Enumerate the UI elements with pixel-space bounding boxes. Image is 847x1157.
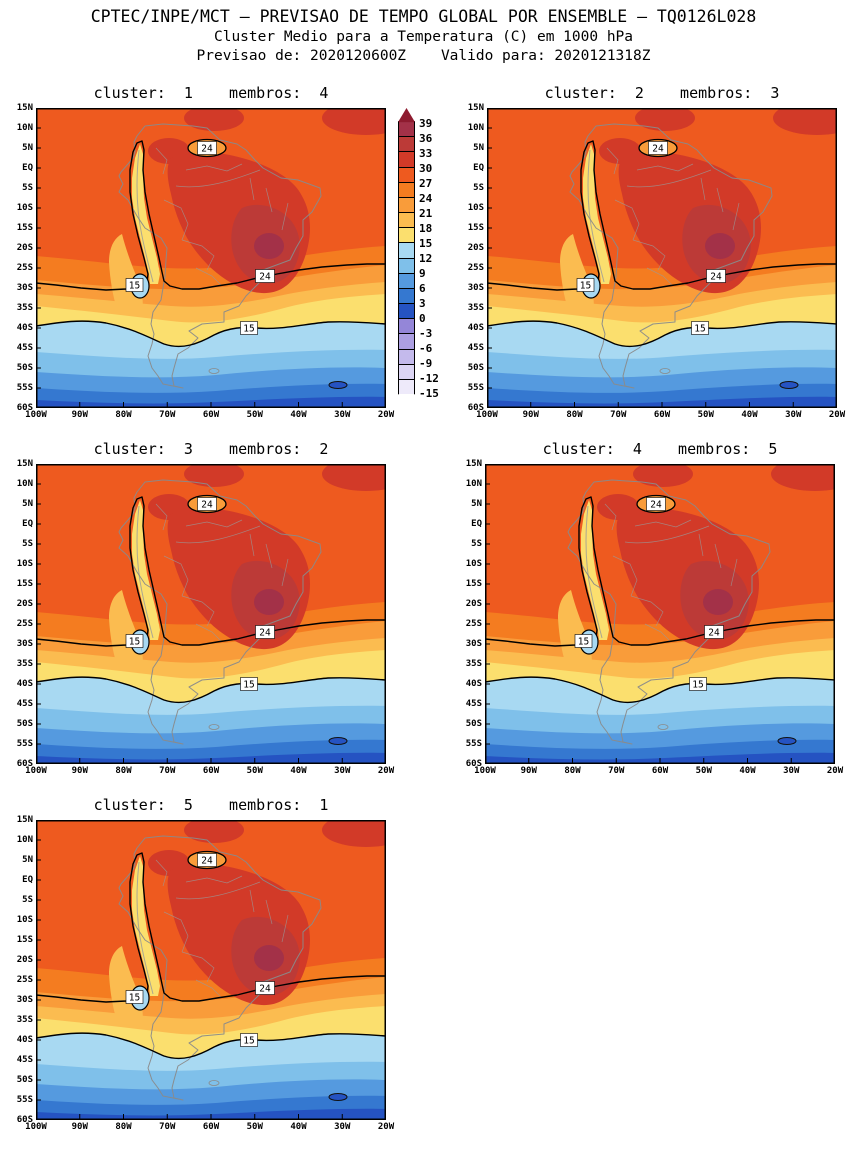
colorbar: 39 36 33 30 27 24 21 18 15 12 9 6 3 0 -3 -6 -9 -12 -15 [398, 108, 447, 409]
colorbar-segment [398, 136, 415, 153]
row-1: cluster: 1 membros: 4 15N 10N 5N EQ 5S 10S 15S… [6, 82, 847, 422]
cluster-panel-4: cluster: 4 membros: 5 15N 10N 5N EQ 5S 10S 15S… [455, 438, 844, 778]
cluster-panel-5: cluster: 5 membros: 1 15N 10N 5N EQ 5S 10S 15S… [6, 794, 395, 1134]
panel-title: cluster: 3 membros: 2 [93, 440, 329, 458]
cluster-panel-2: cluster: 2 membros: 3 15N 10N 5N EQ 5S 10S 15S… [457, 82, 846, 422]
colorbar-segment [398, 287, 415, 305]
lat-axis: 15N 10N 5N EQ 5S 10S 15S 20S 25S 30S 35S 40S 45S 50S 5… [467, 103, 484, 413]
lat-axis: 15N 10N 5N EQ 5S 10S 15S 20S 25S 30S 35S 40S 45S 50S 5… [16, 815, 33, 1125]
colorbar-segment [398, 151, 415, 168]
header-subtitle: Cluster Medio para a Temperatura (C) em … [213, 29, 634, 45]
header-forecast-times: Previsao de: 2020120600Z Valido para: 20… [196, 48, 651, 64]
cluster-panel-3: cluster: 3 membros: 2 15N 10N 5N EQ 5S 10S 15S… [6, 438, 395, 778]
panel-title: cluster: 2 membros: 3 [544, 84, 780, 102]
colorbar-segment [398, 363, 415, 380]
header-title: CPTEC/INPE/MCT — PREVISAO DE TEMPO GLOBA… [90, 7, 757, 26]
temperature-map [36, 108, 386, 408]
row-2: cluster: 3 membros: 2 15N 10N 5N EQ 5S 10S 15S… [6, 438, 847, 778]
panel-title: cluster: 5 membros: 1 [93, 796, 329, 814]
colorbar-segment [398, 272, 415, 289]
colorbar-labels: 39 36 33 30 27 24 21 18 15 12 9 6 3 0 -3 -6 -9 -12 -15 [419, 116, 439, 400]
colorbar-segment [398, 318, 415, 335]
colorbar-segment [398, 378, 415, 395]
lat-axis: 15N 10N 5N EQ 5S 10S 15S 20S 25S 30S 35S 40S 45S 50S 5… [465, 459, 482, 769]
lat-axis: 15N 10N 5N EQ 5S 10S 15S 20S 25S 30S 35S 40S 45S 50S 5… [16, 103, 33, 413]
lon-axis: 100W 90W 80W 70W 60W 50W 40W 30W 20W [25, 1122, 395, 1132]
lon-axis: 100W 90W 80W 70W 60W 50W 40W 30W 20W [476, 410, 846, 420]
colorbar-segment [398, 196, 415, 214]
lon-axis: 100W 90W 80W 70W 60W 50W 40W 30W 20W [474, 766, 844, 776]
colorbar-segment [398, 393, 415, 409]
colorbar-segment [398, 303, 415, 320]
cluster-panel-1: cluster: 1 membros: 4 15N 10N 5N EQ 5S 10S 15S… [6, 82, 395, 422]
temperature-map [36, 464, 386, 764]
temperature-map [36, 820, 386, 1120]
colorbar-segment [398, 333, 415, 350]
temperature-map [487, 108, 837, 408]
colorbar-segment [398, 242, 415, 259]
colorbar-segment [398, 227, 415, 244]
lon-axis: 100W 90W 80W 70W 60W 50W 40W 30W 20W [25, 410, 395, 420]
colorbar-scale [398, 108, 415, 409]
colorbar-segment [398, 121, 415, 138]
panel-title: cluster: 1 membros: 4 [93, 84, 329, 102]
colorbar-segment [398, 257, 415, 274]
colorbar-segment [398, 348, 415, 365]
panel-title: cluster: 4 membros: 5 [542, 440, 778, 458]
lat-axis: 15N 10N 5N EQ 5S 10S 15S 20S 25S 30S 35S 40S 45S 50S 5… [16, 459, 33, 769]
colorbar-segment [398, 108, 415, 123]
lon-axis: 100W 90W 80W 70W 60W 50W 40W 30W 20W [25, 766, 395, 776]
row-3: cluster: 5 membros: 1 15N 10N 5N EQ 5S 10S 15S… [6, 794, 847, 1144]
colorbar-segment [398, 166, 415, 183]
colorbar-segment [398, 181, 415, 198]
temperature-map [485, 464, 835, 764]
colorbar-segment [398, 212, 415, 229]
page-header: CPTEC/INPE/MCT — PREVISAO DE TEMPO GLOBA… [0, 0, 847, 66]
